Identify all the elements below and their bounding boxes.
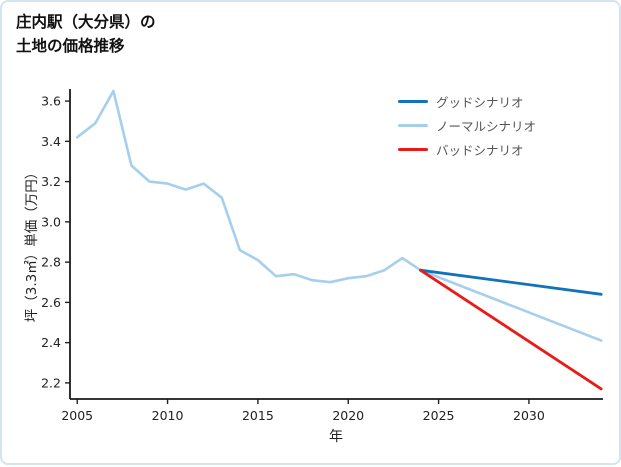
series-history-normal [75, 89, 422, 284]
series-good-scenario [419, 268, 603, 296]
x-tick-label: 2030 [513, 408, 545, 423]
legend: グッドシナリオ ノーマルシナリオ バッドシナリオ [398, 94, 537, 158]
legend-item-bad: バッドシナリオ [398, 142, 536, 158]
x-tick-label: 2015 [242, 408, 274, 423]
legend-swatch-bad-icon [398, 148, 428, 151]
chart-title-line2: 土地の価格推移 [16, 37, 125, 56]
x-tick-label: 2025 [423, 408, 455, 423]
y-tick-label: 2.8 [41, 255, 61, 270]
chart-title-line1: 庄内駅（大分県）の [16, 13, 156, 31]
y-tick-label: 3.4 [41, 134, 61, 149]
y-tick-label: 3.6 [41, 94, 61, 109]
legend-label-good: グッドシナリオ [436, 95, 524, 110]
x-tick-label: 2020 [332, 408, 364, 423]
x-tick-label: 2005 [61, 408, 93, 423]
y-tick-label: 2.6 [41, 295, 61, 310]
legend-swatch-normal-icon [398, 124, 428, 127]
y-tick-label: 2.4 [41, 335, 61, 350]
series-bad-scenario [419, 268, 603, 391]
legend-label-normal: ノーマルシナリオ [436, 119, 537, 134]
series-normal-forecast [419, 268, 603, 342]
chart-title: 庄内駅（大分県）の 土地の価格推移 [16, 10, 156, 58]
legend-item-normal: ノーマルシナリオ [398, 118, 537, 134]
y-tick-label: 2.2 [41, 375, 61, 390]
y-tick-label: 3.0 [41, 214, 61, 229]
y-axis-label: 坪（3.3㎡）単価（万円） [24, 165, 40, 323]
legend-item-good: グッドシナリオ [398, 94, 536, 110]
x-tick-label: 2010 [152, 408, 184, 423]
legend-label-bad: バッドシナリオ [436, 143, 524, 158]
y-tick-label: 3.2 [41, 174, 61, 189]
x-axis-label: 年 [329, 429, 343, 445]
legend-swatch-good-icon [398, 100, 428, 103]
